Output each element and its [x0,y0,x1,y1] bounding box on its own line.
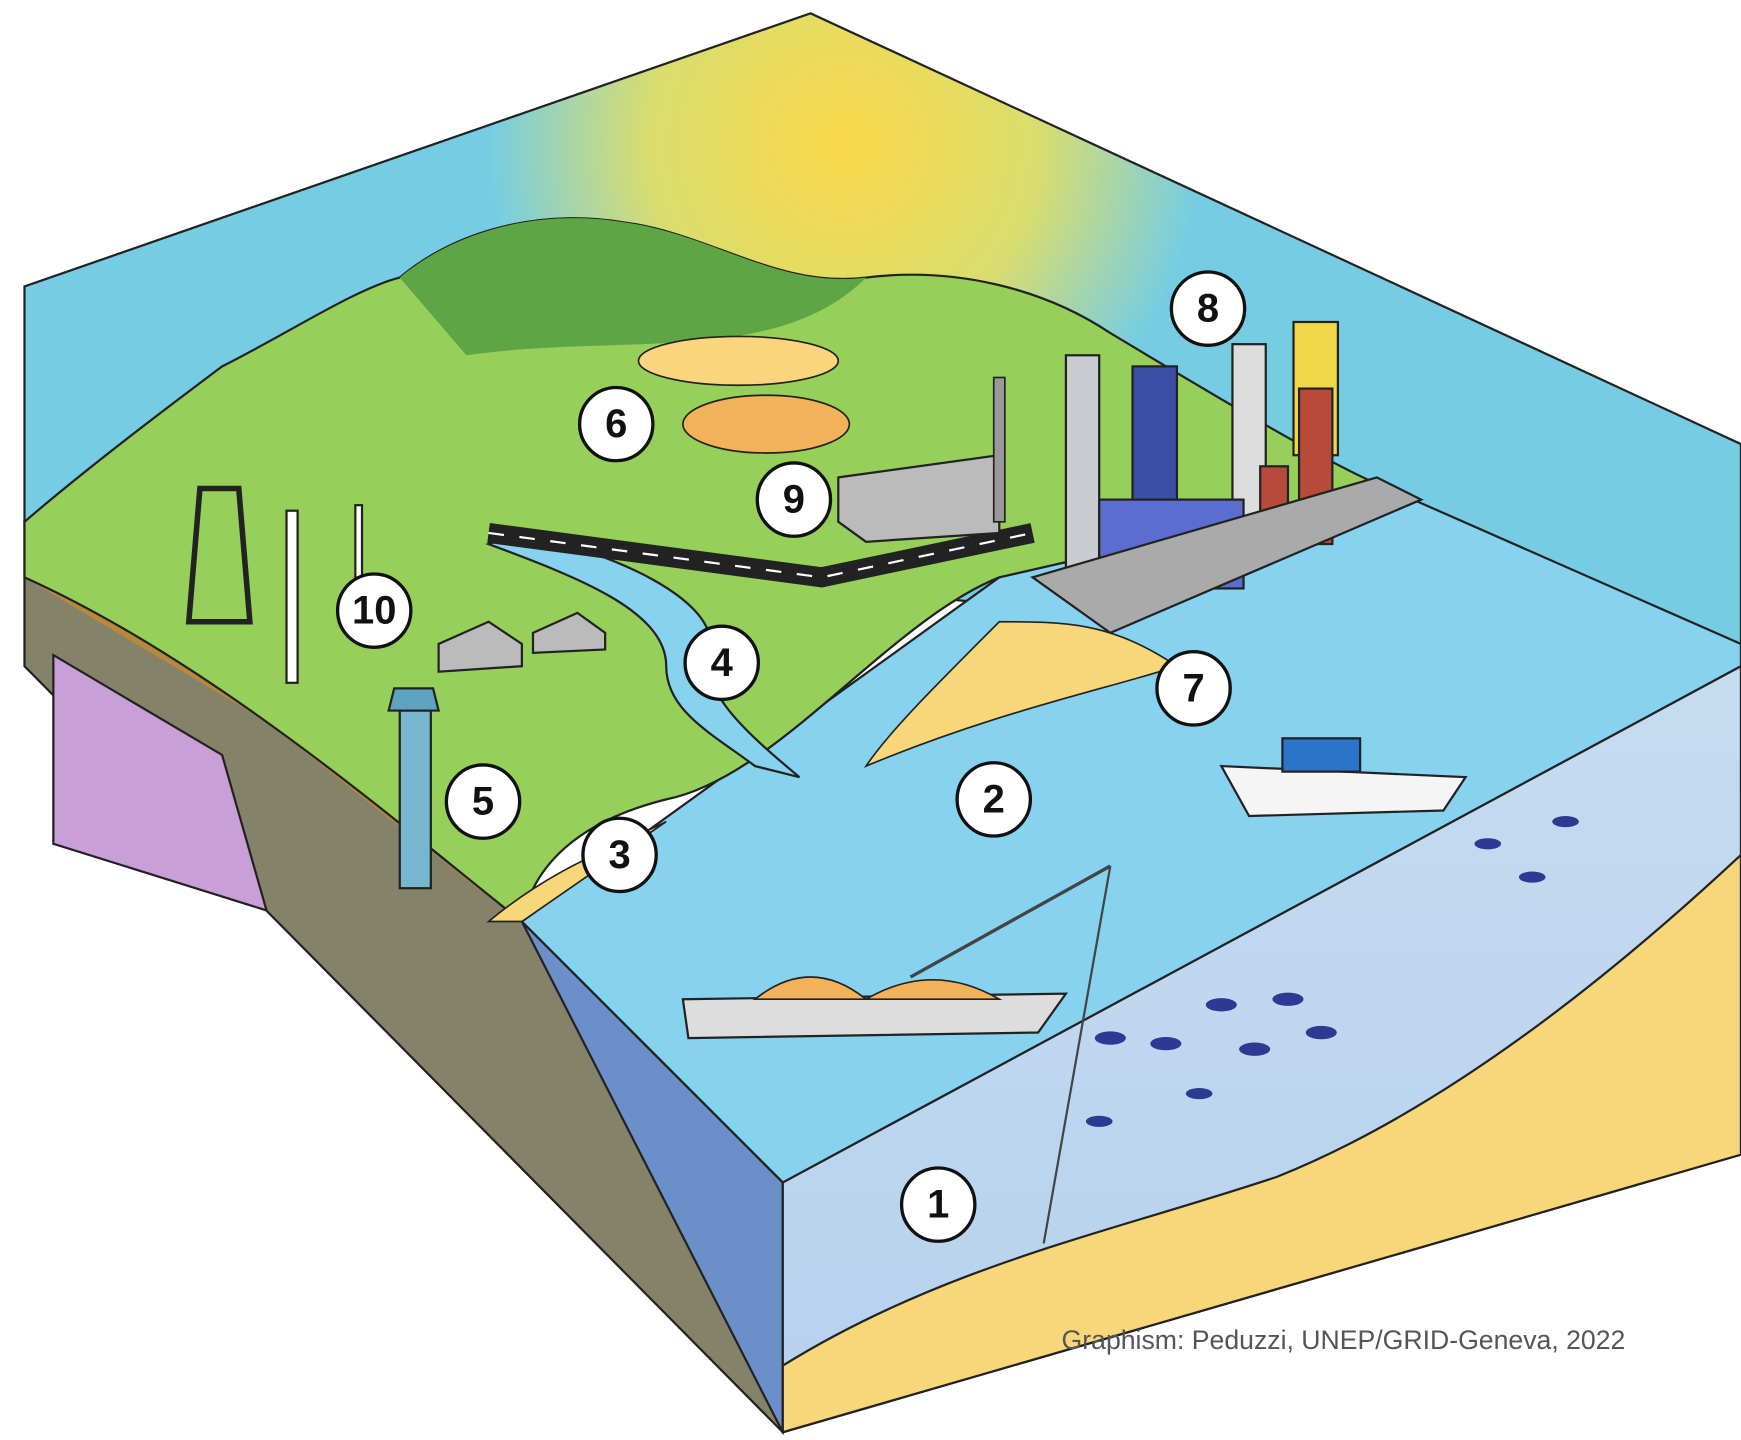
label-number: 5 [472,780,494,824]
scene [23,12,1741,1435]
label-number: 9 [783,478,805,522]
label-badge: 9 [755,461,833,538]
label-badge: 4 [683,624,761,702]
label-number: 7 [1182,666,1204,710]
label-badge: 2 [955,761,1033,838]
label-badge: 3 [581,816,658,894]
label-badge: 6 [577,385,655,463]
label-number: 10 [352,589,396,633]
label-badge: 10 [335,572,413,649]
label-badge: 7 [1155,650,1232,727]
label-badge: 5 [444,763,522,840]
label-badge: 8 [1169,270,1247,347]
label-number: 1 [927,1183,949,1227]
numbered-labels: 1 2 3 4 5 6 7 8 9 10 [335,270,1247,1243]
label-number: 8 [1197,287,1219,331]
label-badge: 1 [899,1166,977,1243]
label-number: 6 [605,402,627,446]
label-number: 2 [983,777,1005,821]
label-number: 4 [711,641,733,685]
label-number: 3 [608,833,630,877]
credit: Graphism: Peduzzi, UNEP/GRID-Geneva, 202… [1062,1325,1626,1355]
